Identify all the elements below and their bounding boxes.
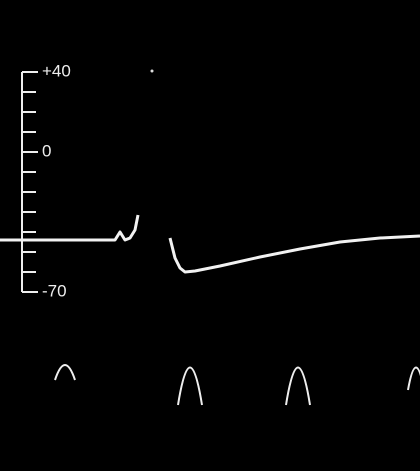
y-tick-label: 0 bbox=[42, 141, 51, 160]
page: {"chart_data": {"type": "line", "color":… bbox=[0, 0, 420, 471]
oscilloscope-screen: +40 0 -70 bbox=[0, 0, 420, 471]
y-tick-label: +40 bbox=[42, 61, 71, 80]
y-tick-label: -70 bbox=[42, 281, 67, 300]
artifact-dot bbox=[151, 70, 154, 73]
